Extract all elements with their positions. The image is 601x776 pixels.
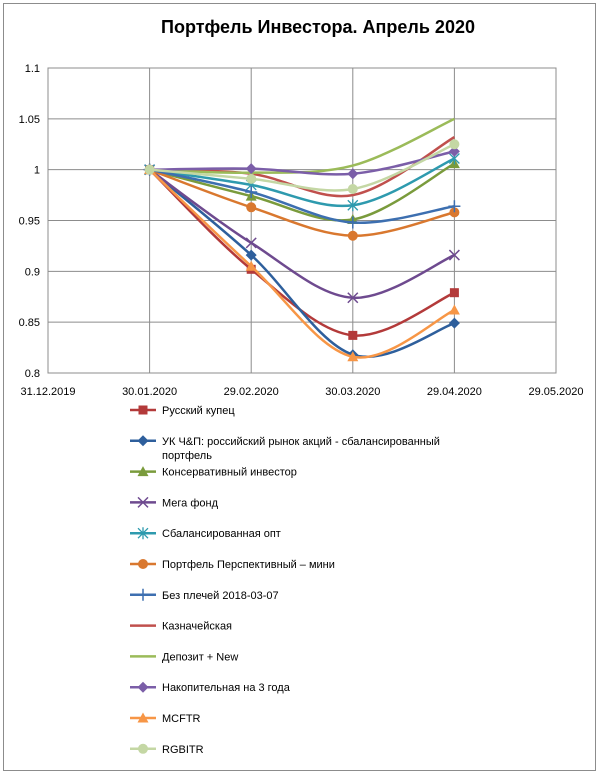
data-point bbox=[448, 200, 461, 213]
series-12 bbox=[144, 139, 460, 194]
plot-area-border bbox=[47, 67, 557, 374]
legend-label: Накопительная на 3 года bbox=[162, 682, 291, 694]
legend-entry-1: Русский купец bbox=[130, 405, 235, 417]
legend-marker bbox=[137, 588, 149, 601]
data-point bbox=[348, 330, 358, 340]
data-point bbox=[448, 304, 460, 315]
legend-entry-8: Казначейская bbox=[130, 621, 232, 633]
axes: 0.8 0.85 0.9 0.95 1 1.05 1.1 31.12.2019 30.01.20… bbox=[19, 63, 584, 398]
data-point bbox=[245, 237, 257, 249]
series-line bbox=[149, 143, 455, 192]
legend-label: Без плечей 2018-03-07 bbox=[162, 590, 279, 602]
chart-title: Портфель Инвестора. Апрель 2020 bbox=[161, 17, 475, 37]
series-line bbox=[148, 168, 455, 359]
series-11 bbox=[144, 164, 460, 362]
series-line bbox=[149, 168, 455, 224]
data-point bbox=[245, 260, 257, 271]
data-point bbox=[347, 199, 359, 212]
legend-entry-10: Накопительная на 3 года bbox=[130, 681, 291, 694]
legend-label: Казначейская bbox=[162, 621, 232, 633]
x-tick-label: 30.03.2020 bbox=[325, 386, 380, 398]
legend-marker bbox=[138, 405, 148, 415]
x-tick-label: 31.12.2019 bbox=[20, 386, 75, 398]
data-point bbox=[347, 183, 358, 194]
y-tick-label: 0.95 bbox=[19, 216, 40, 228]
data-point bbox=[448, 317, 460, 329]
data-point bbox=[347, 168, 359, 180]
legend-entry-2: УК Ч&П: российский рынок акций - сбаланс… bbox=[130, 435, 440, 462]
data-point bbox=[347, 292, 359, 304]
x-tick-label: 29.02.2020 bbox=[224, 386, 279, 398]
legend-label: Сбалансированная опт bbox=[162, 528, 281, 540]
legend-label: Русский купец bbox=[162, 405, 235, 417]
legend-label: MCFTR bbox=[162, 713, 201, 725]
data-point bbox=[347, 351, 359, 362]
data-point bbox=[246, 173, 257, 184]
legend-label: RGBITR bbox=[162, 744, 204, 756]
series-line bbox=[149, 117, 455, 175]
legend: Русский купец УК Ч&П: российский рынок ак… bbox=[130, 405, 440, 756]
series-2 bbox=[144, 164, 460, 361]
series-line bbox=[149, 162, 456, 222]
data-point bbox=[246, 202, 257, 213]
data-point bbox=[245, 163, 257, 175]
series-line bbox=[148, 168, 455, 358]
legend-marker bbox=[137, 435, 149, 447]
series-layer bbox=[143, 117, 461, 362]
legend-entry-7: Без плечей 2018-03-07 bbox=[130, 588, 279, 602]
series-6 bbox=[144, 164, 460, 241]
legend-entry-11: MCFTR bbox=[130, 712, 201, 725]
legend-label: УК Ч&П: российский рынок акций - сбаланс… bbox=[162, 436, 440, 462]
data-point bbox=[449, 139, 460, 150]
series-line bbox=[148, 168, 455, 300]
legend-entry-6: Портфель Перспективный – мини bbox=[130, 559, 335, 571]
data-point bbox=[346, 216, 359, 229]
series-line bbox=[149, 150, 455, 176]
legend-entry-9: Депозит + New bbox=[130, 651, 238, 663]
y-tick-label: 0.8 bbox=[25, 368, 40, 380]
legend-label: Консервативный инвестор bbox=[162, 467, 297, 479]
legend-label: Мега фонд bbox=[162, 497, 219, 509]
y-tick-label: 1.05 bbox=[19, 114, 40, 126]
grid bbox=[47, 67, 557, 374]
data-point bbox=[449, 288, 459, 298]
data-point bbox=[245, 249, 257, 261]
legend-marker bbox=[138, 743, 148, 754]
legend-marker bbox=[137, 712, 149, 723]
chart-frame bbox=[3, 3, 596, 771]
legend-marker bbox=[137, 496, 149, 508]
legend-entry-3: Консервативный инвестор bbox=[130, 466, 297, 479]
legend-entry-12: RGBITR bbox=[130, 743, 204, 756]
series-line bbox=[149, 168, 455, 238]
legend-label: Депозит + New bbox=[162, 651, 238, 663]
x-tick-label: 30.01.2020 bbox=[122, 386, 177, 398]
legend-marker bbox=[137, 466, 149, 477]
x-tick-label: 29.04.2020 bbox=[427, 386, 482, 398]
y-tick-label: 0.85 bbox=[19, 317, 40, 329]
y-tick-label: 0.9 bbox=[25, 266, 40, 278]
series-line bbox=[149, 157, 455, 208]
data-point bbox=[245, 186, 258, 199]
data-point bbox=[144, 164, 155, 175]
y-tick-label: 1.1 bbox=[25, 63, 40, 75]
y-tick-label: 1 bbox=[34, 165, 40, 177]
series-9 bbox=[149, 117, 455, 175]
legend-label: Портфель Перспективный – мини bbox=[162, 559, 335, 571]
legend-marker bbox=[137, 681, 149, 693]
x-tick-label: 29.05.2020 bbox=[528, 386, 583, 398]
legend-entry-4: Мега фонд bbox=[130, 496, 219, 509]
legend-marker bbox=[137, 527, 149, 540]
data-point bbox=[347, 230, 358, 241]
legend-entry-5: Сбалансированная опт bbox=[130, 527, 281, 540]
legend-marker bbox=[138, 559, 148, 569]
data-point bbox=[449, 207, 460, 218]
data-point bbox=[448, 145, 460, 157]
data-point bbox=[448, 249, 460, 261]
